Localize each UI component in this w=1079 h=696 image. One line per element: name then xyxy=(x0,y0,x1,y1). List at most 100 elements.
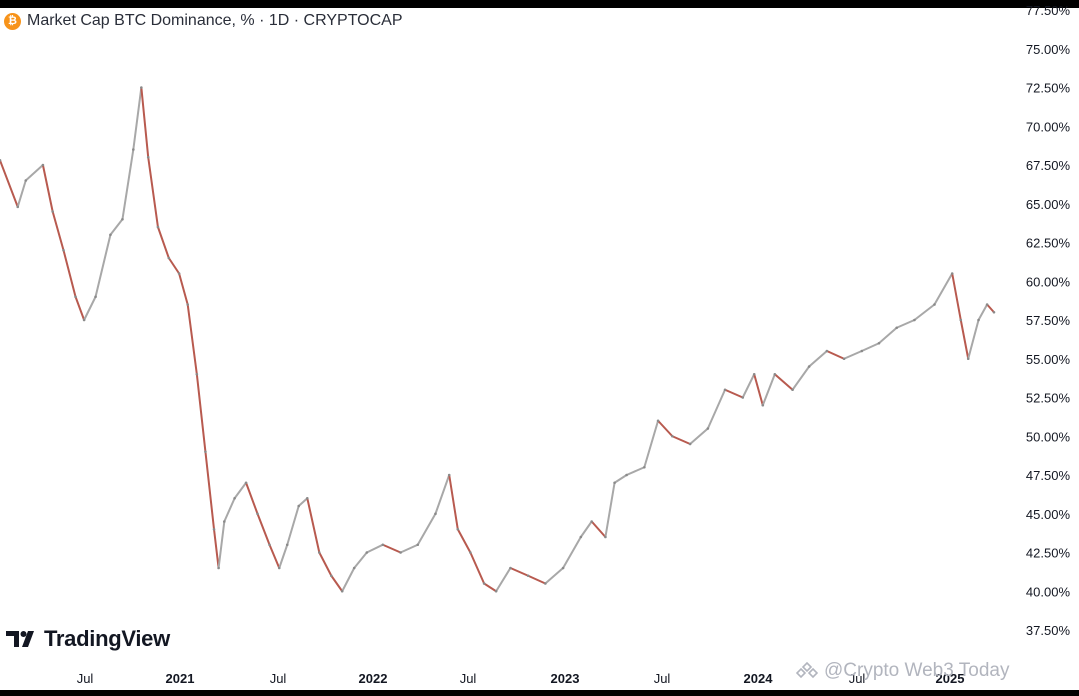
data-point xyxy=(579,535,583,539)
data-point xyxy=(16,205,20,209)
series-segment xyxy=(16,179,27,208)
data-point xyxy=(825,349,829,353)
series-segment xyxy=(278,543,289,569)
y-tick-label: 37.50% xyxy=(1026,623,1071,638)
y-axis: 77.50% 75.00% 72.50% 70.00% 67.50% 65.00% 62.5… xyxy=(1026,3,1071,638)
series-segment xyxy=(527,574,547,585)
data-point xyxy=(177,272,181,275)
data-point xyxy=(62,248,65,252)
x-tick-label: 2025 xyxy=(936,671,965,686)
data-point xyxy=(723,388,727,392)
data-point xyxy=(604,535,607,539)
top-border xyxy=(0,0,1079,8)
series-segment xyxy=(297,497,309,507)
y-tick-label: 40.00% xyxy=(1026,584,1071,599)
data-point xyxy=(544,582,547,585)
data-point xyxy=(212,527,216,531)
data-point xyxy=(416,543,420,547)
data-point xyxy=(305,496,309,500)
series-segment xyxy=(706,388,727,430)
x-tick-label: Jul xyxy=(849,671,866,686)
series-segment xyxy=(808,350,828,368)
data-point xyxy=(297,504,301,508)
y-tick-label: 65.00% xyxy=(1026,197,1071,212)
x-tick-label: Jul xyxy=(77,671,94,686)
series-layer xyxy=(0,86,996,593)
data-point xyxy=(156,225,160,229)
series-segment xyxy=(509,567,530,577)
data-point xyxy=(51,210,54,213)
series-segment xyxy=(399,543,419,554)
tradingview-logo[interactable]: TradingView xyxy=(6,626,170,652)
y-tick-label: 52.50% xyxy=(1026,391,1071,406)
series-segment xyxy=(186,303,198,376)
chart-header: ₿ Market Cap BTC Dominance, % · 1D · CRY… xyxy=(4,11,403,31)
y-tick-label: 47.50% xyxy=(1026,468,1071,483)
data-point xyxy=(706,427,710,430)
data-point xyxy=(277,566,281,570)
data-point xyxy=(985,303,989,306)
data-point xyxy=(121,217,124,221)
data-point xyxy=(966,357,970,361)
series-segment xyxy=(233,481,248,500)
data-point xyxy=(671,434,674,438)
bottom-border xyxy=(0,690,1079,696)
chart-title: Market Cap BTC Dominance, % · 1D · CRYPT… xyxy=(27,12,403,29)
data-point xyxy=(933,303,936,306)
series-segment xyxy=(24,164,44,182)
data-point xyxy=(109,233,112,237)
data-point xyxy=(482,582,486,585)
series-segment xyxy=(544,567,565,585)
data-point xyxy=(643,465,646,469)
series-segment xyxy=(625,466,646,476)
series-segment xyxy=(967,319,980,360)
data-point xyxy=(469,551,472,554)
series-segment xyxy=(761,373,776,407)
series-segment xyxy=(562,536,582,569)
series-segment xyxy=(353,551,368,569)
data-point xyxy=(434,512,437,516)
data-point xyxy=(204,450,207,454)
series-segment xyxy=(877,326,898,345)
series-segment xyxy=(140,86,150,159)
series-segment xyxy=(256,512,271,546)
data-point xyxy=(352,566,356,570)
series-segment xyxy=(469,551,486,585)
y-tick-label: 45.00% xyxy=(1026,507,1071,522)
data-point xyxy=(233,496,236,500)
data-point xyxy=(244,481,248,485)
series-segment xyxy=(109,218,124,236)
y-tick-label: 55.00% xyxy=(1026,352,1071,367)
series-segment xyxy=(204,450,216,531)
x-tick-label: 2021 xyxy=(166,671,195,686)
series-segment xyxy=(741,373,756,399)
y-tick-label: 72.50% xyxy=(1026,81,1071,96)
y-tick-label: 50.00% xyxy=(1026,429,1071,444)
series-segment xyxy=(604,481,616,538)
series-segment xyxy=(83,295,97,321)
data-point xyxy=(992,310,996,314)
series-segment xyxy=(986,303,995,314)
data-point xyxy=(977,318,980,322)
series-segment xyxy=(495,567,512,593)
data-point xyxy=(842,357,846,361)
data-point xyxy=(590,520,593,523)
series-segment xyxy=(156,226,170,259)
watermark: @Crypto Web3 Today xyxy=(796,660,1009,682)
x-tick-label: Jul xyxy=(460,671,477,686)
series-segment xyxy=(913,303,936,321)
series-segment xyxy=(74,295,86,321)
series-segment xyxy=(895,319,916,329)
data-point xyxy=(399,551,402,554)
data-point xyxy=(318,551,321,554)
series-segment xyxy=(959,319,970,360)
series-segment xyxy=(0,159,19,208)
data-point xyxy=(950,272,954,275)
data-point xyxy=(381,543,385,547)
data-point xyxy=(330,574,333,578)
y-tick-label: 62.50% xyxy=(1026,236,1071,251)
brand-name: TradingView xyxy=(44,626,170,651)
data-point xyxy=(625,473,628,477)
x-tick-label: 2024 xyxy=(744,671,774,686)
